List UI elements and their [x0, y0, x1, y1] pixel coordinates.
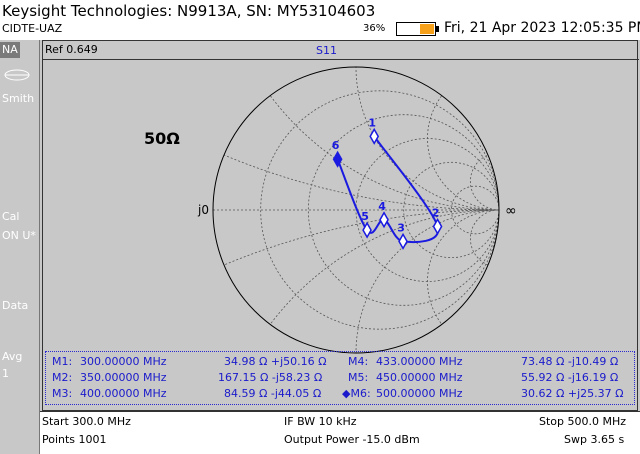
marker-freq: 450.00000 MHz	[376, 371, 463, 384]
datetime: Fri, 21 Apr 2023 12:05:35 PM	[444, 20, 640, 36]
marker-6-diamond[interactable]	[332, 150, 343, 168]
softkey-avg-count: 1	[2, 367, 9, 380]
marker-3-label: 3	[397, 221, 405, 234]
resistance-circle	[403, 161, 499, 259]
marker-label: M1:	[52, 355, 73, 368]
softkey-data[interactable]: Data	[2, 299, 29, 312]
marker-label: ◆M6:	[342, 387, 371, 400]
marker-value: 167.15 Ω -j58.23 Ω	[218, 371, 323, 384]
smith-outer-circle	[212, 66, 500, 354]
s11-trace	[336, 135, 439, 243]
axis-right-label: ∞	[505, 203, 517, 219]
marker-value: 55.92 Ω -j16.19 Ω	[521, 371, 619, 384]
if-bandwidth[interactable]: IF BW 10 kHz	[284, 415, 357, 428]
marker-freq: 300.00000 MHz	[80, 355, 167, 368]
marker-table-row: M1: 300.00000 MHz 34.98 Ω +j50.16 Ω M4: …	[46, 355, 634, 371]
marker-value: 30.62 Ω +j25.37 Ω	[521, 387, 624, 400]
stop-frequency[interactable]: Stop 500.0 MHz	[539, 415, 627, 428]
softkey-cal-status: ON U*	[2, 229, 36, 242]
trace-name: S11	[316, 44, 337, 57]
marker-table: M1: 300.00000 MHz 34.98 Ω +j50.16 Ω M4: …	[45, 351, 635, 405]
smith-chart[interactable]: 1 2 345 6 j0 ∞	[43, 41, 639, 412]
battery-icon	[396, 22, 439, 36]
marker-5-label: 5	[361, 210, 369, 223]
battery-percent: 36%	[363, 23, 386, 34]
points-count[interactable]: Points 1001	[42, 433, 107, 446]
ref-label: Ref 0.649	[45, 43, 98, 56]
mode-na-button[interactable]: NA	[0, 42, 20, 58]
marker-3-diamond[interactable]	[398, 232, 408, 250]
output-power[interactable]: Output Power -15.0 dBm	[284, 433, 420, 446]
marker-1-diamond[interactable]	[369, 127, 380, 145]
info-bar: CIDTE-UAZ 36% Fri, 21 Apr 2023 12:05:35 …	[0, 20, 640, 40]
marker-1-label: 1	[368, 116, 376, 129]
ref-divider	[43, 59, 639, 60]
softkey-smith[interactable]: Smith	[2, 92, 35, 105]
reactance-arc	[213, 67, 499, 211]
marker-layer: 1 2 345 6	[332, 116, 443, 250]
title-bar: Keysight Technologies: N9913A, SN: MY531…	[0, 0, 640, 22]
softkey-panel: NA Smith Cal ON U* Data Avg 1	[0, 40, 40, 454]
reactance-arc	[355, 67, 499, 211]
impedance-label: 50Ω	[144, 129, 180, 148]
smith-chart-icon	[4, 69, 30, 81]
softkey-cal[interactable]: Cal	[2, 210, 20, 223]
marker-freq: 350.00000 MHz	[80, 371, 167, 384]
marker-label: M5:	[348, 371, 369, 384]
status-bar: Start 300.0 MHz IF BW 10 kHz Stop 500.0 …	[40, 411, 640, 454]
marker-4-label: 4	[378, 200, 386, 213]
marker-6-label: 6	[332, 139, 340, 152]
marker-4-diamond[interactable]	[379, 211, 389, 229]
axis-left-label: j0	[197, 203, 209, 217]
sweep-time: Swp 3.65 s	[564, 433, 625, 446]
start-frequency[interactable]: Start 300.0 MHz	[42, 415, 131, 428]
marker-value: 73.48 Ω -j10.49 Ω	[521, 355, 619, 368]
marker-freq: 500.00000 MHz	[376, 387, 463, 400]
marker-value: 84.59 Ω -j44.05 Ω	[224, 387, 322, 400]
resistance-circle	[260, 90, 499, 330]
reactance-arc	[213, 67, 499, 211]
marker-table-row: M3: 400.00000 MHz 84.59 Ω -j44.05 Ω ◆M6:…	[46, 387, 634, 403]
marker-freq: 400.00000 MHz	[80, 387, 167, 400]
marker-2-diamond[interactable]	[432, 217, 443, 235]
app-title: Keysight Technologies: N9913A, SN: MY531…	[2, 2, 376, 20]
site-label: CIDTE-UAZ	[2, 22, 63, 35]
softkey-avg[interactable]: Avg	[2, 350, 23, 363]
marker-5-diamond[interactable]	[362, 221, 372, 239]
marker-label: M4:	[348, 355, 369, 368]
marker-label: M2:	[52, 371, 73, 384]
marker-label: M3:	[52, 387, 73, 400]
reactance-arc	[427, 67, 499, 211]
marker-freq: 433.00000 MHz	[376, 355, 463, 368]
marker-value: 34.98 Ω +j50.16 Ω	[224, 355, 327, 368]
marker-table-row: M2: 350.00000 MHz 167.15 Ω -j58.23 Ω M5:…	[46, 371, 634, 387]
marker-2-label: 2	[432, 206, 440, 219]
reactance-arc	[427, 209, 499, 353]
